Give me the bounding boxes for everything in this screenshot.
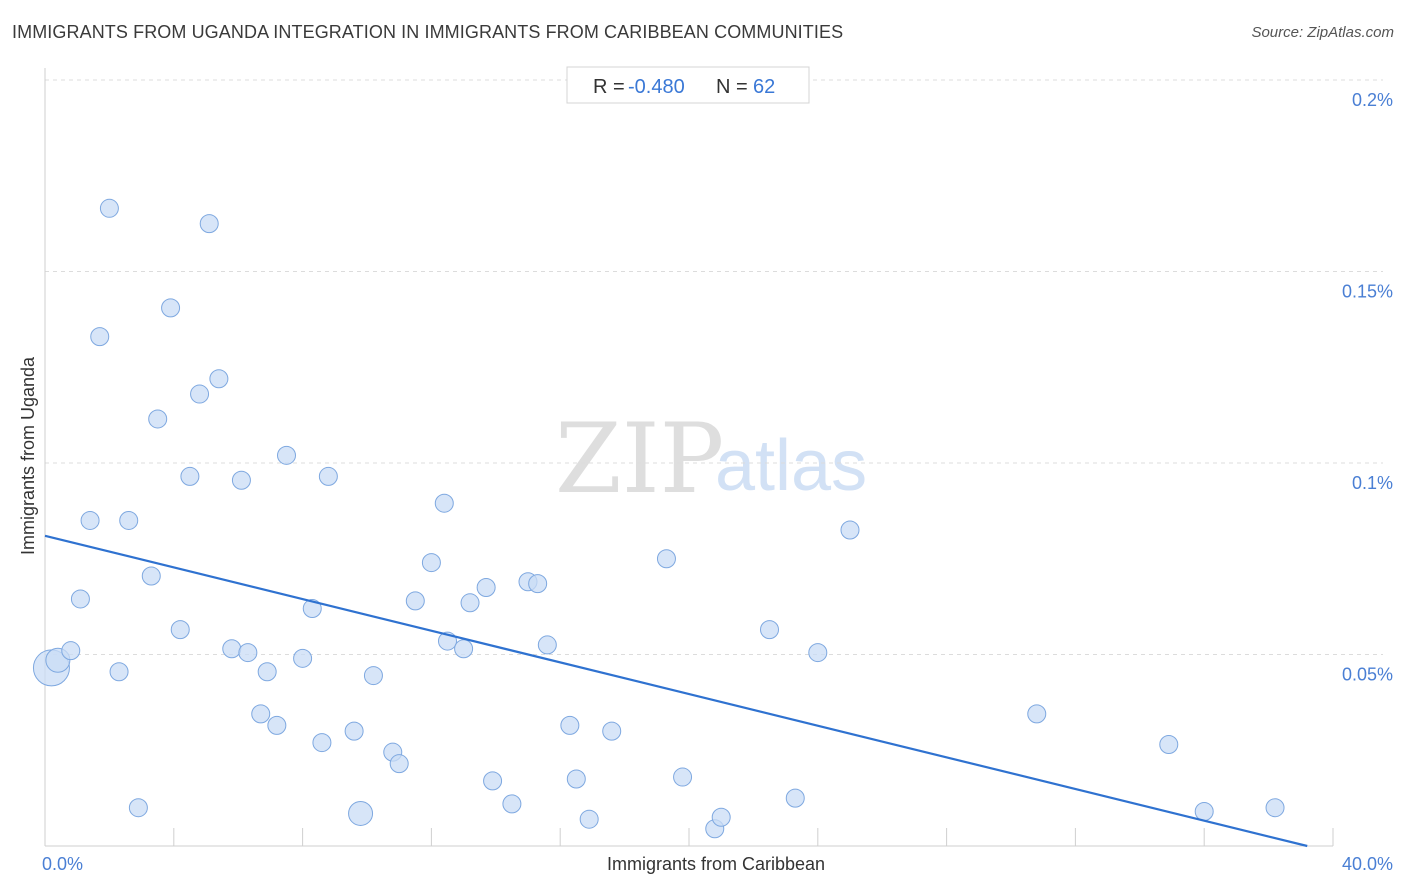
- data-point: [222, 639, 242, 659]
- data-point: [579, 809, 599, 829]
- data-point: [537, 635, 557, 655]
- data-point: [209, 369, 229, 389]
- data-point: [389, 754, 409, 774]
- r-value: -0.480: [628, 76, 685, 98]
- data-point: [785, 788, 805, 808]
- data-point: [602, 721, 622, 741]
- data-point: [257, 662, 277, 682]
- data-points: [32, 198, 1285, 839]
- watermark-atlas: atlas: [715, 426, 867, 506]
- y-tick-label: 0.15%: [1342, 282, 1393, 302]
- data-point: [141, 566, 161, 586]
- data-point: [80, 510, 100, 530]
- data-point: [267, 715, 287, 735]
- data-point: [61, 641, 81, 661]
- data-point: [560, 715, 580, 735]
- x-axis-title: Immigrants from Caribbean: [607, 854, 825, 874]
- data-point: [161, 298, 181, 318]
- data-point: [199, 214, 219, 234]
- data-point: [502, 794, 522, 814]
- data-point: [1194, 802, 1214, 822]
- data-point: [238, 643, 258, 663]
- y-tick-label: 0.2%: [1352, 90, 1393, 110]
- data-point: [170, 620, 190, 640]
- data-point: [656, 549, 676, 569]
- x-tick-label-max: 40.0%: [1342, 854, 1393, 874]
- y-tick-label: 0.1%: [1352, 473, 1393, 493]
- data-point: [566, 769, 586, 789]
- data-point: [460, 593, 480, 613]
- data-point: [119, 510, 139, 530]
- data-point: [1027, 704, 1047, 724]
- x-axis-ticks: [173, 828, 1334, 846]
- data-point: [344, 721, 364, 741]
- data-point: [231, 470, 251, 490]
- watermark: ZIP atlas: [555, 403, 867, 515]
- data-point: [302, 599, 322, 619]
- watermark-zip: ZIP: [555, 403, 724, 515]
- data-point: [711, 807, 731, 827]
- data-point: [148, 409, 168, 429]
- y-tick-label: 0.05%: [1342, 665, 1393, 685]
- data-point: [318, 466, 338, 486]
- data-point: [434, 493, 454, 513]
- data-point: [109, 662, 129, 682]
- r-label: R =: [593, 76, 625, 98]
- data-point: [70, 589, 90, 609]
- data-point: [99, 198, 119, 218]
- data-point: [1159, 735, 1179, 755]
- n-label: N =: [716, 76, 748, 98]
- data-point: [251, 704, 271, 724]
- n-value: 62: [753, 76, 775, 98]
- data-point: [528, 574, 548, 594]
- data-point: [454, 639, 474, 659]
- data-point: [128, 798, 148, 818]
- data-point: [476, 577, 496, 597]
- data-point: [1265, 798, 1285, 818]
- data-point: [808, 643, 828, 663]
- y-axis-title: Immigrants from Uganda: [18, 356, 38, 555]
- data-point: [363, 666, 383, 686]
- data-point: [180, 466, 200, 486]
- source-credit: Source: ZipAtlas.com: [1251, 24, 1394, 41]
- x-tick-label-min: 0.0%: [42, 854, 83, 874]
- stats-box: R = -0.480 N = 62: [566, 66, 810, 104]
- trend-line: [44, 534, 1308, 848]
- data-point: [840, 520, 860, 540]
- data-point: [483, 771, 503, 791]
- chart-title: IMMIGRANTS FROM UGANDA INTEGRATION IN IM…: [12, 22, 844, 42]
- y-tick-labels: 0.05% 0.1% 0.15% 0.2%: [1342, 90, 1393, 685]
- data-point: [405, 591, 425, 611]
- data-point: [277, 445, 296, 465]
- data-point: [760, 620, 779, 640]
- data-point: [312, 733, 332, 753]
- data-point: [190, 384, 210, 404]
- data-point: [348, 800, 374, 826]
- data-point: [421, 553, 441, 573]
- data-point: [673, 767, 693, 787]
- gridlines: [45, 79, 1383, 655]
- stats-box-frame: [566, 66, 810, 104]
- data-point: [90, 327, 110, 347]
- data-point: [293, 648, 313, 668]
